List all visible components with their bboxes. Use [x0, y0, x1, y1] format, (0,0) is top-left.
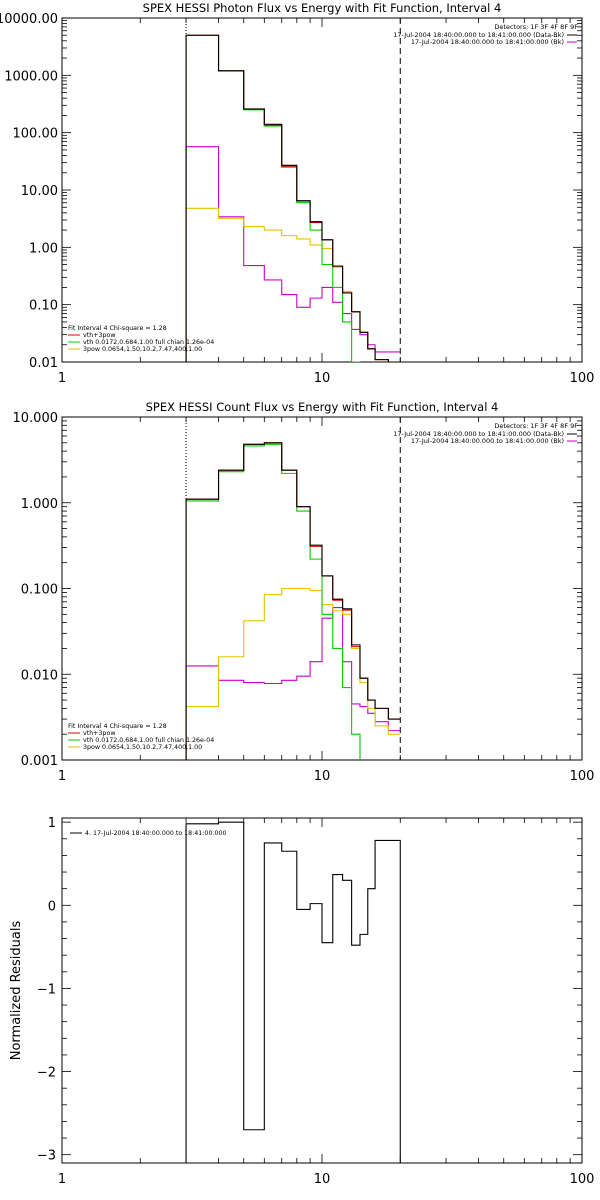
series-fit-total-line: [185, 442, 401, 760]
x-tick-label: 1: [58, 371, 66, 386]
series-group: [185, 442, 401, 760]
fit-info-title: Fit Interval 4 Chi-square = 1.28: [68, 723, 167, 730]
x-tick-label: 100: [570, 1172, 595, 1187]
y-tick-label: −3: [37, 1149, 56, 1164]
x-tick-label: 10: [314, 371, 331, 386]
panel-2: SPEX HESSI Count Flux vs Energy with Fit…: [13, 400, 595, 784]
y-tick-label: 0.010: [21, 668, 58, 683]
y-tick-label: 0.100: [21, 583, 58, 598]
fit-legend-label: vth 0.0172,0.684,1.00 full chian 1.26e-0…: [83, 339, 214, 346]
series-fit-total-line: [185, 34, 389, 362]
fit-legend-label: 3pow 0.0654,1.50,10.2,7.47,400,1.00: [83, 346, 202, 353]
plot-frame: [61, 817, 583, 1164]
chart-title: SPEX HESSI Photon Flux vs Energy with Fi…: [143, 1, 502, 15]
x-tick-label: 100: [570, 769, 595, 784]
plot-frame: [61, 17, 583, 363]
fit-legend-label: 3pow 0.0654,1.50,10.2,7.47,400,1.00: [83, 744, 202, 751]
fit-legend-label: vth+3pow: [83, 730, 115, 737]
panel-1: SPEX HESSI Photon Flux vs Energy with Fi…: [0, 1, 595, 386]
series-data-line: [185, 821, 401, 1163]
residual-legend-label: 4. 17-Jul-2004 18:40:00.000 to 18:41:00.…: [85, 830, 226, 837]
series-three-pow-line: [185, 207, 389, 362]
x-tick-label: 100: [570, 371, 595, 386]
y-tick-label: 1000.00: [4, 69, 58, 84]
series-background-line: [185, 606, 401, 760]
y-tick-label: 10.00: [21, 184, 58, 199]
fit-legend-label: vth 0.0172,0.684,1.00 full chian 1.26e-0…: [83, 737, 214, 744]
y-tick-label: 1: [48, 816, 56, 831]
time-range-text: 17-Jul-2004 18:40:00.000 to 18:41:00.000…: [393, 430, 564, 438]
time-range-text: 17-Jul-2004 18:40:00.000 to 18:41:00.000…: [393, 31, 564, 39]
series-vth-plus-3pow-line: [185, 34, 389, 362]
x-tick-label: 10: [314, 1172, 331, 1187]
series-group: [185, 34, 401, 362]
y-tick-label: 0.001: [21, 754, 58, 769]
time-range-text: 17-Jul-2004 18:40:00.000 to 18:41:00.000…: [411, 38, 564, 46]
detectors-text: Detectors: 1F 3F 4F 8F 9F: [494, 23, 578, 31]
y-tick-label: 10.000: [13, 411, 59, 426]
y-tick-label: 0.01: [29, 356, 58, 371]
y-tick-label: 100.00: [13, 127, 59, 142]
y-tick-label: −1: [37, 982, 56, 997]
detectors-text: Detectors: 1F 3F 4F 8F 9F: [494, 422, 578, 430]
series-three-pow-line: [185, 587, 401, 760]
y-tick-label: 1.00: [29, 241, 58, 256]
x-tick-label: 1: [58, 769, 66, 784]
series-background-line: [185, 146, 401, 362]
time-range-text: 17-Jul-2004 18:40:00.000 to 18:41:00.000…: [411, 437, 564, 445]
fit-legend-label: vth+3pow: [83, 332, 115, 339]
chart-title: SPEX HESSI Count Flux vs Energy with Fit…: [146, 400, 499, 414]
fit-info-title: Fit Interval 4 Chi-square = 1.28: [68, 325, 167, 332]
y-axis-label: Normalized Residuals: [9, 921, 24, 1061]
x-tick-label: 1: [58, 1172, 66, 1187]
x-tick-label: 10: [314, 769, 331, 784]
y-tick-label: 1.000: [21, 497, 58, 512]
series-group: [185, 821, 401, 1163]
y-tick-label: 10000.00: [0, 12, 58, 27]
y-tick-label: −2: [37, 1066, 56, 1081]
y-tick-label: 0.10: [29, 299, 58, 314]
y-tick-label: 0: [48, 899, 56, 914]
series-vth-line: [185, 34, 361, 362]
